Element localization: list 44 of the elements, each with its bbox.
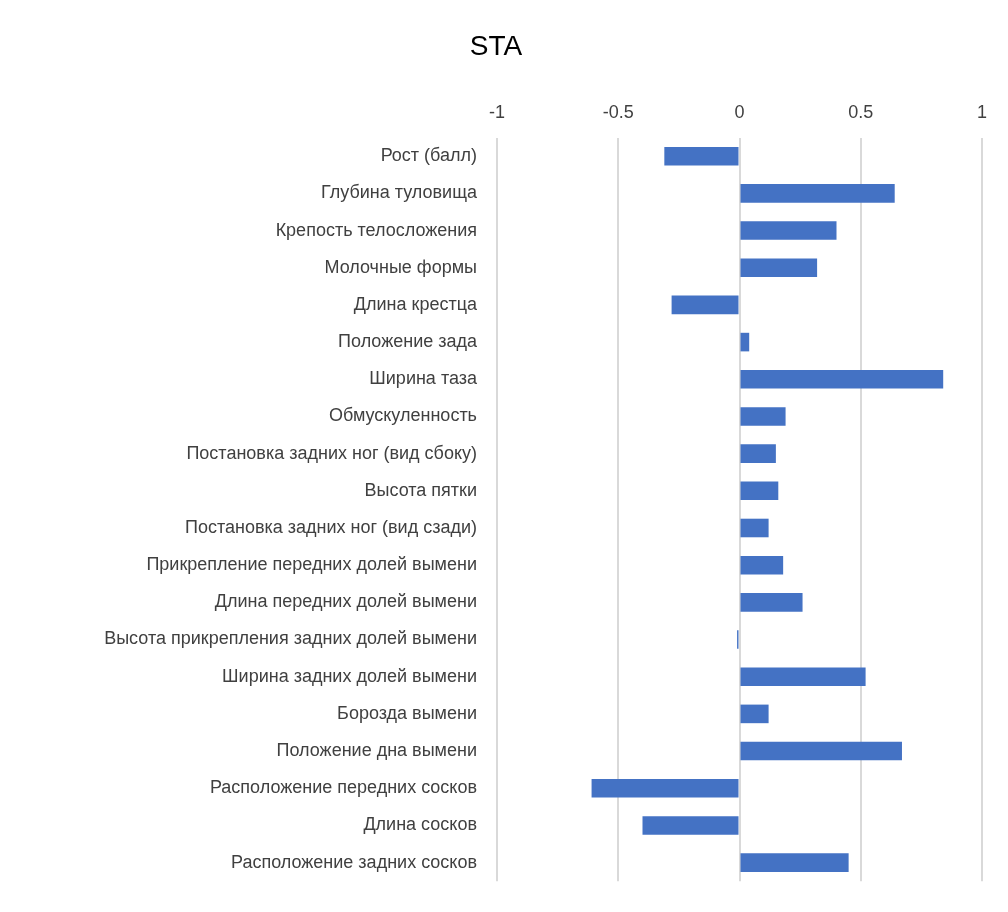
bar <box>740 667 866 687</box>
bar <box>740 555 784 575</box>
y-tick-label: Высота прикрепления задних долей вымени <box>104 628 477 649</box>
bar <box>740 593 803 612</box>
y-tick-label: Положение дна вымени <box>276 740 477 761</box>
bar <box>740 741 902 761</box>
y-tick-label: Положение зада <box>338 331 478 352</box>
x-tick-label: 0.5 <box>848 101 874 122</box>
bar <box>740 853 849 872</box>
y-tick-label: Ширина задних долей вымени <box>222 665 477 686</box>
y-tick-label: Обмускуленность <box>329 405 477 426</box>
bar <box>740 481 779 501</box>
bar <box>740 518 769 538</box>
x-tick-label: -1 <box>488 101 506 122</box>
y-tick-label: Рост (балл) <box>380 145 477 166</box>
bar <box>740 184 895 203</box>
bar <box>740 407 786 426</box>
bar <box>740 704 769 724</box>
y-tick-label: Ширина таза <box>369 368 478 389</box>
y-tick-label: Борозда вымени <box>337 702 477 723</box>
x-tick-label: -0.5 <box>602 101 634 122</box>
bar <box>740 258 818 278</box>
y-tick-label: Длина сосков <box>363 814 477 835</box>
y-tick-label: Расположение задних сосков <box>231 851 477 872</box>
y-tick-label: Постановка задних ног (вид сзади) <box>184 516 477 537</box>
y-tick-label: Длина крестца <box>353 293 478 314</box>
y-tick-label: Высота пятки <box>364 479 477 500</box>
bar <box>664 146 739 166</box>
bar <box>591 778 739 798</box>
y-tick-label: Глубина туловища <box>321 182 478 203</box>
bar <box>671 295 739 315</box>
x-tick-label: 0 <box>734 101 745 122</box>
bar <box>740 221 837 240</box>
chart-title: STA <box>469 29 523 61</box>
bar <box>740 369 944 389</box>
y-tick-label: Прикрепление передних долей вымени <box>146 554 477 575</box>
y-tick-label: Постановка задних ног (вид сбоку) <box>186 442 477 463</box>
y-tick-label: Расположение передних сосков <box>209 777 477 798</box>
x-tick-label: 1 <box>976 101 988 122</box>
y-tick-label: Молочные формы <box>324 256 477 277</box>
y-tick-label: Крепость телосложения <box>275 219 477 240</box>
bar <box>740 444 776 463</box>
y-tick-label: Длина передних долей вымени <box>214 591 477 612</box>
bar <box>642 816 739 835</box>
